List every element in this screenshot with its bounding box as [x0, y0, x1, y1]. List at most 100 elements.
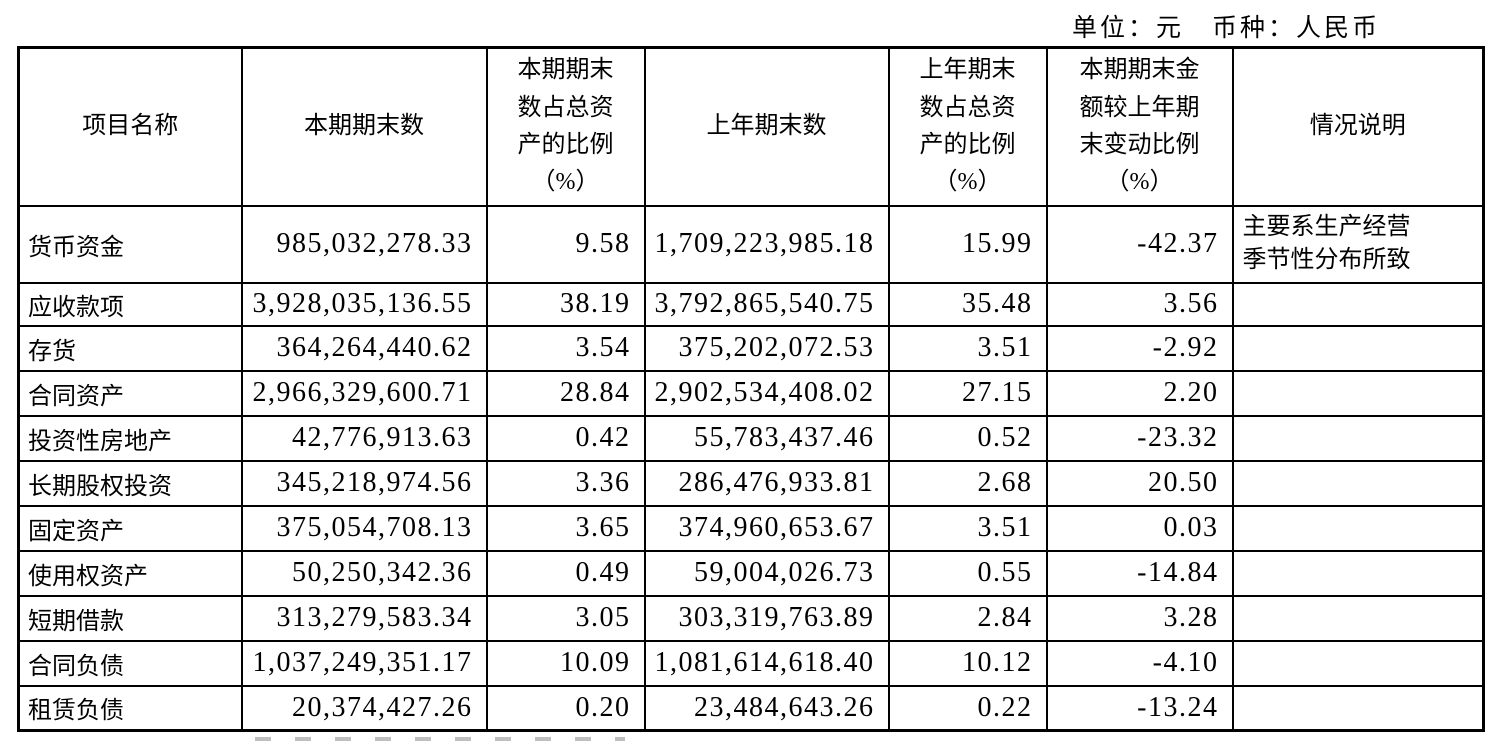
- note-cell: [1231, 594, 1485, 642]
- item-name-cell: 固定资产: [17, 504, 243, 552]
- prior-pct-cell: 2.84: [887, 594, 1048, 642]
- table-row: 投资性房地产 42,776,913.63 0.42 55,783,437.46 …: [17, 414, 1485, 462]
- change-pct-cell: -2.92: [1045, 324, 1234, 372]
- current-amount-cell: 20,374,427.26: [240, 684, 488, 732]
- table-row: 合同负债 1,037,249,351.17 10.09 1,081,614,61…: [17, 639, 1485, 687]
- current-pct-cell: 3.65: [485, 504, 646, 552]
- cut-off-text-fragment: [255, 737, 625, 741]
- item-name-cell: 货币资金: [17, 204, 243, 284]
- current-pct-cell: 38.19: [485, 281, 646, 327]
- prior-amount-cell: 286,476,933.81: [643, 459, 890, 507]
- note-cell: [1231, 549, 1485, 597]
- table-header-row: 项目名称 本期期末数 本期期末 数占总资 产的比例 （%） 上年期末数 上年期末…: [17, 46, 1485, 207]
- note-cell: 主要系生产经营 季节性分布所致: [1231, 204, 1485, 284]
- table-row: 租赁负债 20,374,427.26 0.20 23,484,643.26 0.…: [17, 684, 1485, 732]
- col-header-prior-amount: 上年期末数: [643, 46, 890, 207]
- table-row: 使用权资产 50,250,342.36 0.49 59,004,026.73 0…: [17, 549, 1485, 597]
- prior-amount-cell: 375,202,072.53: [643, 324, 890, 372]
- change-pct-cell: 3.28: [1045, 594, 1234, 642]
- prior-amount-cell: 55,783,437.46: [643, 414, 890, 462]
- change-pct-cell: 3.56: [1045, 281, 1234, 327]
- prior-pct-cell: 0.22: [887, 684, 1048, 732]
- item-name-cell: 合同资产: [17, 369, 243, 417]
- current-pct-cell: 28.84: [485, 369, 646, 417]
- col-header-current-amount: 本期期末数: [240, 46, 488, 207]
- prior-pct-cell: 15.99: [887, 204, 1048, 284]
- current-pct-cell: 3.54: [485, 324, 646, 372]
- current-amount-cell: 985,032,278.33: [240, 204, 488, 284]
- table-row: 长期股权投资 345,218,974.56 3.36 286,476,933.8…: [17, 459, 1485, 507]
- table-row: 固定资产 375,054,708.13 3.65 374,960,653.67 …: [17, 504, 1485, 552]
- note-cell: [1231, 459, 1485, 507]
- current-amount-cell: 375,054,708.13: [240, 504, 488, 552]
- table-row: 短期借款 313,279,583.34 3.05 303,319,763.89 …: [17, 594, 1485, 642]
- change-pct-cell: 20.50: [1045, 459, 1234, 507]
- prior-pct-cell: 3.51: [887, 324, 1048, 372]
- current-amount-cell: 50,250,342.36: [240, 549, 488, 597]
- note-cell: [1231, 324, 1485, 372]
- note-cell: [1231, 281, 1485, 327]
- prior-pct-cell: 0.52: [887, 414, 1048, 462]
- prior-amount-cell: 3,792,865,540.75: [643, 281, 890, 327]
- col-header-item-name: 项目名称: [17, 46, 243, 207]
- prior-amount-cell: 2,902,534,408.02: [643, 369, 890, 417]
- current-pct-cell: 9.58: [485, 204, 646, 284]
- current-amount-cell: 345,218,974.56: [240, 459, 488, 507]
- prior-pct-cell: 0.55: [887, 549, 1048, 597]
- table-row: 存货 364,264,440.62 3.54 375,202,072.53 3.…: [17, 324, 1485, 372]
- prior-amount-cell: 1,709,223,985.18: [643, 204, 890, 284]
- current-amount-cell: 42,776,913.63: [240, 414, 488, 462]
- table-row: 货币资金 985,032,278.33 9.58 1,709,223,985.1…: [17, 204, 1485, 284]
- change-pct-cell: -4.10: [1045, 639, 1234, 687]
- prior-pct-cell: 2.68: [887, 459, 1048, 507]
- note-cell: [1231, 369, 1485, 417]
- item-name-cell: 投资性房地产: [17, 414, 243, 462]
- note-cell: [1231, 504, 1485, 552]
- current-pct-cell: 3.36: [485, 459, 646, 507]
- prior-amount-cell: 1,081,614,618.40: [643, 639, 890, 687]
- col-header-change-pct: 本期期末金 额较上年期 末变动比例 （%）: [1045, 46, 1234, 207]
- change-pct-cell: -23.32: [1045, 414, 1234, 462]
- current-amount-cell: 364,264,440.62: [240, 324, 488, 372]
- prior-pct-cell: 35.48: [887, 281, 1048, 327]
- prior-pct-cell: 27.15: [887, 369, 1048, 417]
- change-pct-cell: 2.20: [1045, 369, 1234, 417]
- note-cell: [1231, 639, 1485, 687]
- prior-pct-cell: 3.51: [887, 504, 1048, 552]
- col-header-note: 情况说明: [1231, 46, 1485, 207]
- item-name-cell: 长期股权投资: [17, 459, 243, 507]
- item-name-cell: 存货: [17, 324, 243, 372]
- unit-currency-label: 单位：元 币种：人民币: [1071, 15, 1380, 42]
- current-amount-cell: 313,279,583.34: [240, 594, 488, 642]
- col-header-prior-pct: 上年期末 数占总资 产的比例 （%）: [887, 46, 1048, 207]
- item-name-cell: 使用权资产: [17, 549, 243, 597]
- current-pct-cell: 0.20: [485, 684, 646, 732]
- table-row: 应收款项 3,928,035,136.55 38.19 3,792,865,54…: [17, 281, 1485, 327]
- col-header-current-pct: 本期期末 数占总资 产的比例 （%）: [485, 46, 646, 207]
- change-pct-cell: 0.03: [1045, 504, 1234, 552]
- current-amount-cell: 1,037,249,351.17: [240, 639, 488, 687]
- change-pct-cell: -42.37: [1045, 204, 1234, 284]
- note-cell: [1231, 414, 1485, 462]
- current-pct-cell: 0.49: [485, 549, 646, 597]
- change-pct-cell: -14.84: [1045, 549, 1234, 597]
- item-name-cell: 合同负债: [17, 639, 243, 687]
- current-amount-cell: 3,928,035,136.55: [240, 281, 488, 327]
- current-pct-cell: 3.05: [485, 594, 646, 642]
- change-pct-cell: -13.24: [1045, 684, 1234, 732]
- prior-amount-cell: 59,004,026.73: [643, 549, 890, 597]
- prior-pct-cell: 10.12: [887, 639, 1048, 687]
- note-cell: [1231, 684, 1485, 732]
- prior-amount-cell: 303,319,763.89: [643, 594, 890, 642]
- current-pct-cell: 10.09: [485, 639, 646, 687]
- table-row: 合同资产 2,966,329,600.71 28.84 2,902,534,40…: [17, 369, 1485, 417]
- prior-amount-cell: 23,484,643.26: [643, 684, 890, 732]
- financial-items-table: 项目名称 本期期末数 本期期末 数占总资 产的比例 （%） 上年期末数 上年期末…: [17, 46, 1485, 732]
- prior-amount-cell: 374,960,653.67: [643, 504, 890, 552]
- item-name-cell: 短期借款: [17, 594, 243, 642]
- item-name-cell: 租赁负债: [17, 684, 243, 732]
- current-pct-cell: 0.42: [485, 414, 646, 462]
- current-amount-cell: 2,966,329,600.71: [240, 369, 488, 417]
- item-name-cell: 应收款项: [17, 281, 243, 327]
